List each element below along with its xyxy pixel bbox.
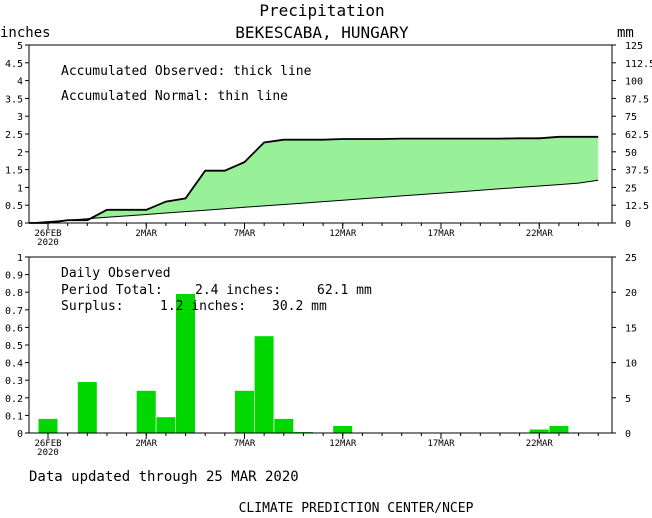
right-unit-label: mm (617, 25, 634, 41)
bottom-left-tick-label: 0.5 (5, 341, 23, 352)
period-total-mm: 62.1 mm (317, 283, 372, 298)
chart-title: Precipitation (259, 1, 384, 20)
bottom-left-tick-label: 0.6 (5, 323, 23, 334)
location-title: BEKESCABA, HUNGARY (235, 23, 409, 42)
top-right-tick-label: 37.5 (625, 166, 649, 177)
top-right-tick-label: 75 (625, 112, 637, 123)
bottom-x-tick-label: 12MAR (329, 439, 357, 449)
top-left-tick-label: 4.5 (5, 59, 23, 70)
surplus-mm: 30.2 mm (272, 299, 327, 314)
daily-bar (529, 429, 549, 433)
top-left-tick-label: 1.5 (5, 166, 23, 177)
bottom-x-tick-label: 17MAR (427, 439, 455, 449)
top-left-tick-label: 0 (17, 219, 23, 230)
top-left-tick-label: 5 (17, 41, 23, 52)
bottom-right-tick-label: 0 (625, 429, 631, 440)
daily-bar (274, 418, 294, 433)
daily-bar (136, 390, 156, 433)
bottom-left-tick-label: 0 (17, 429, 23, 440)
top-x-tick-label: 26FEB (34, 229, 61, 239)
bottom-right-tick-label: 25 (625, 253, 637, 264)
bottom-x-tick-label: 26FEB (34, 439, 61, 449)
surplus-label: Surplus: (61, 299, 124, 314)
daily-bar (156, 417, 176, 433)
bottom-left-tick-label: 0.2 (5, 394, 23, 405)
bottom-x-tick-label: 7MAR (234, 439, 256, 449)
top-left-tick-label: 4 (17, 77, 23, 88)
daily-bar (333, 426, 353, 433)
top-x-tick-label: 17MAR (427, 229, 455, 239)
daily-bar (77, 382, 97, 433)
top-left-tick-label: 3 (17, 112, 23, 123)
daily-bar (254, 336, 274, 433)
normal-annotation: Accumulated Normal: thin line (61, 89, 288, 104)
top-right-tick-label: 112.5 (625, 59, 652, 70)
top-left-tick-label: 1 (17, 183, 23, 194)
bottom-left-tick-label: 0.1 (5, 411, 23, 422)
period-total-label: Period Total: (61, 283, 163, 298)
bottom-right-tick-label: 5 (625, 394, 631, 405)
period-total-inches: 2.4 inches: (195, 283, 281, 298)
updated-note: Data updated through 25 MAR 2020 (29, 469, 299, 485)
top-left-tick-label: 0.5 (5, 201, 23, 212)
bottom-x-tick-label: 2MAR (135, 439, 157, 449)
bottom-right-tick-label: 10 (625, 359, 637, 370)
top-left-tick-label: 2.5 (5, 130, 23, 141)
top-right-tick-label: 50 (625, 148, 637, 159)
top-right-tick-label: 0 (625, 219, 631, 230)
daily-bar (176, 294, 195, 433)
top-year-label: 2020 (37, 238, 59, 248)
credit-footer: CLIMATE PREDICTION CENTER/NCEP (239, 501, 474, 516)
bottom-year-label: 2020 (37, 448, 59, 458)
surplus-inches: 1.2 inches: (160, 299, 246, 314)
top-x-tick-label: 12MAR (329, 229, 357, 239)
bottom-left-tick-label: 0.3 (5, 376, 23, 387)
top-x-tick-label: 7MAR (234, 229, 256, 239)
top-right-tick-label: 87.5 (625, 94, 649, 105)
top-left-tick-label: 2 (17, 148, 23, 159)
top-right-tick-label: 62.5 (625, 130, 649, 141)
bottom-right-tick-label: 20 (625, 288, 637, 299)
bottom-left-tick-label: 1 (17, 253, 23, 264)
top-x-tick-label: 22MAR (526, 229, 554, 239)
bottom-right-tick-label: 15 (625, 323, 637, 334)
top-right-tick-label: 125 (625, 41, 643, 52)
bottom-left-tick-label: 0.8 (5, 288, 23, 299)
bottom-left-tick-label: 0.4 (5, 359, 23, 370)
normal-line (28, 179, 599, 224)
observed-annotation: Accumulated Observed: thick line (61, 64, 312, 79)
left-unit-label: inches (0, 25, 51, 41)
bottom-left-tick-label: 0.7 (5, 306, 23, 317)
top-right-tick-label: 100 (625, 77, 643, 88)
bottom-x-tick-label: 22MAR (526, 439, 554, 449)
top-left-tick-label: 3.5 (5, 94, 23, 105)
accumulated-panel: 00.511.522.533.544.55012.52537.55062.575… (5, 41, 652, 248)
daily-panel: 00.10.20.30.40.50.60.70.80.9105101520252… (5, 253, 637, 458)
daily-observed-label: Daily Observed (61, 266, 171, 281)
daily-bar (549, 426, 569, 433)
observed-line (29, 135, 599, 224)
bottom-left-tick-label: 0.9 (5, 271, 23, 282)
top-right-tick-label: 25 (625, 183, 637, 194)
top-right-tick-label: 12.5 (625, 201, 649, 212)
daily-bar (235, 390, 254, 433)
top-x-tick-label: 2MAR (135, 229, 157, 239)
daily-bar (38, 418, 58, 433)
